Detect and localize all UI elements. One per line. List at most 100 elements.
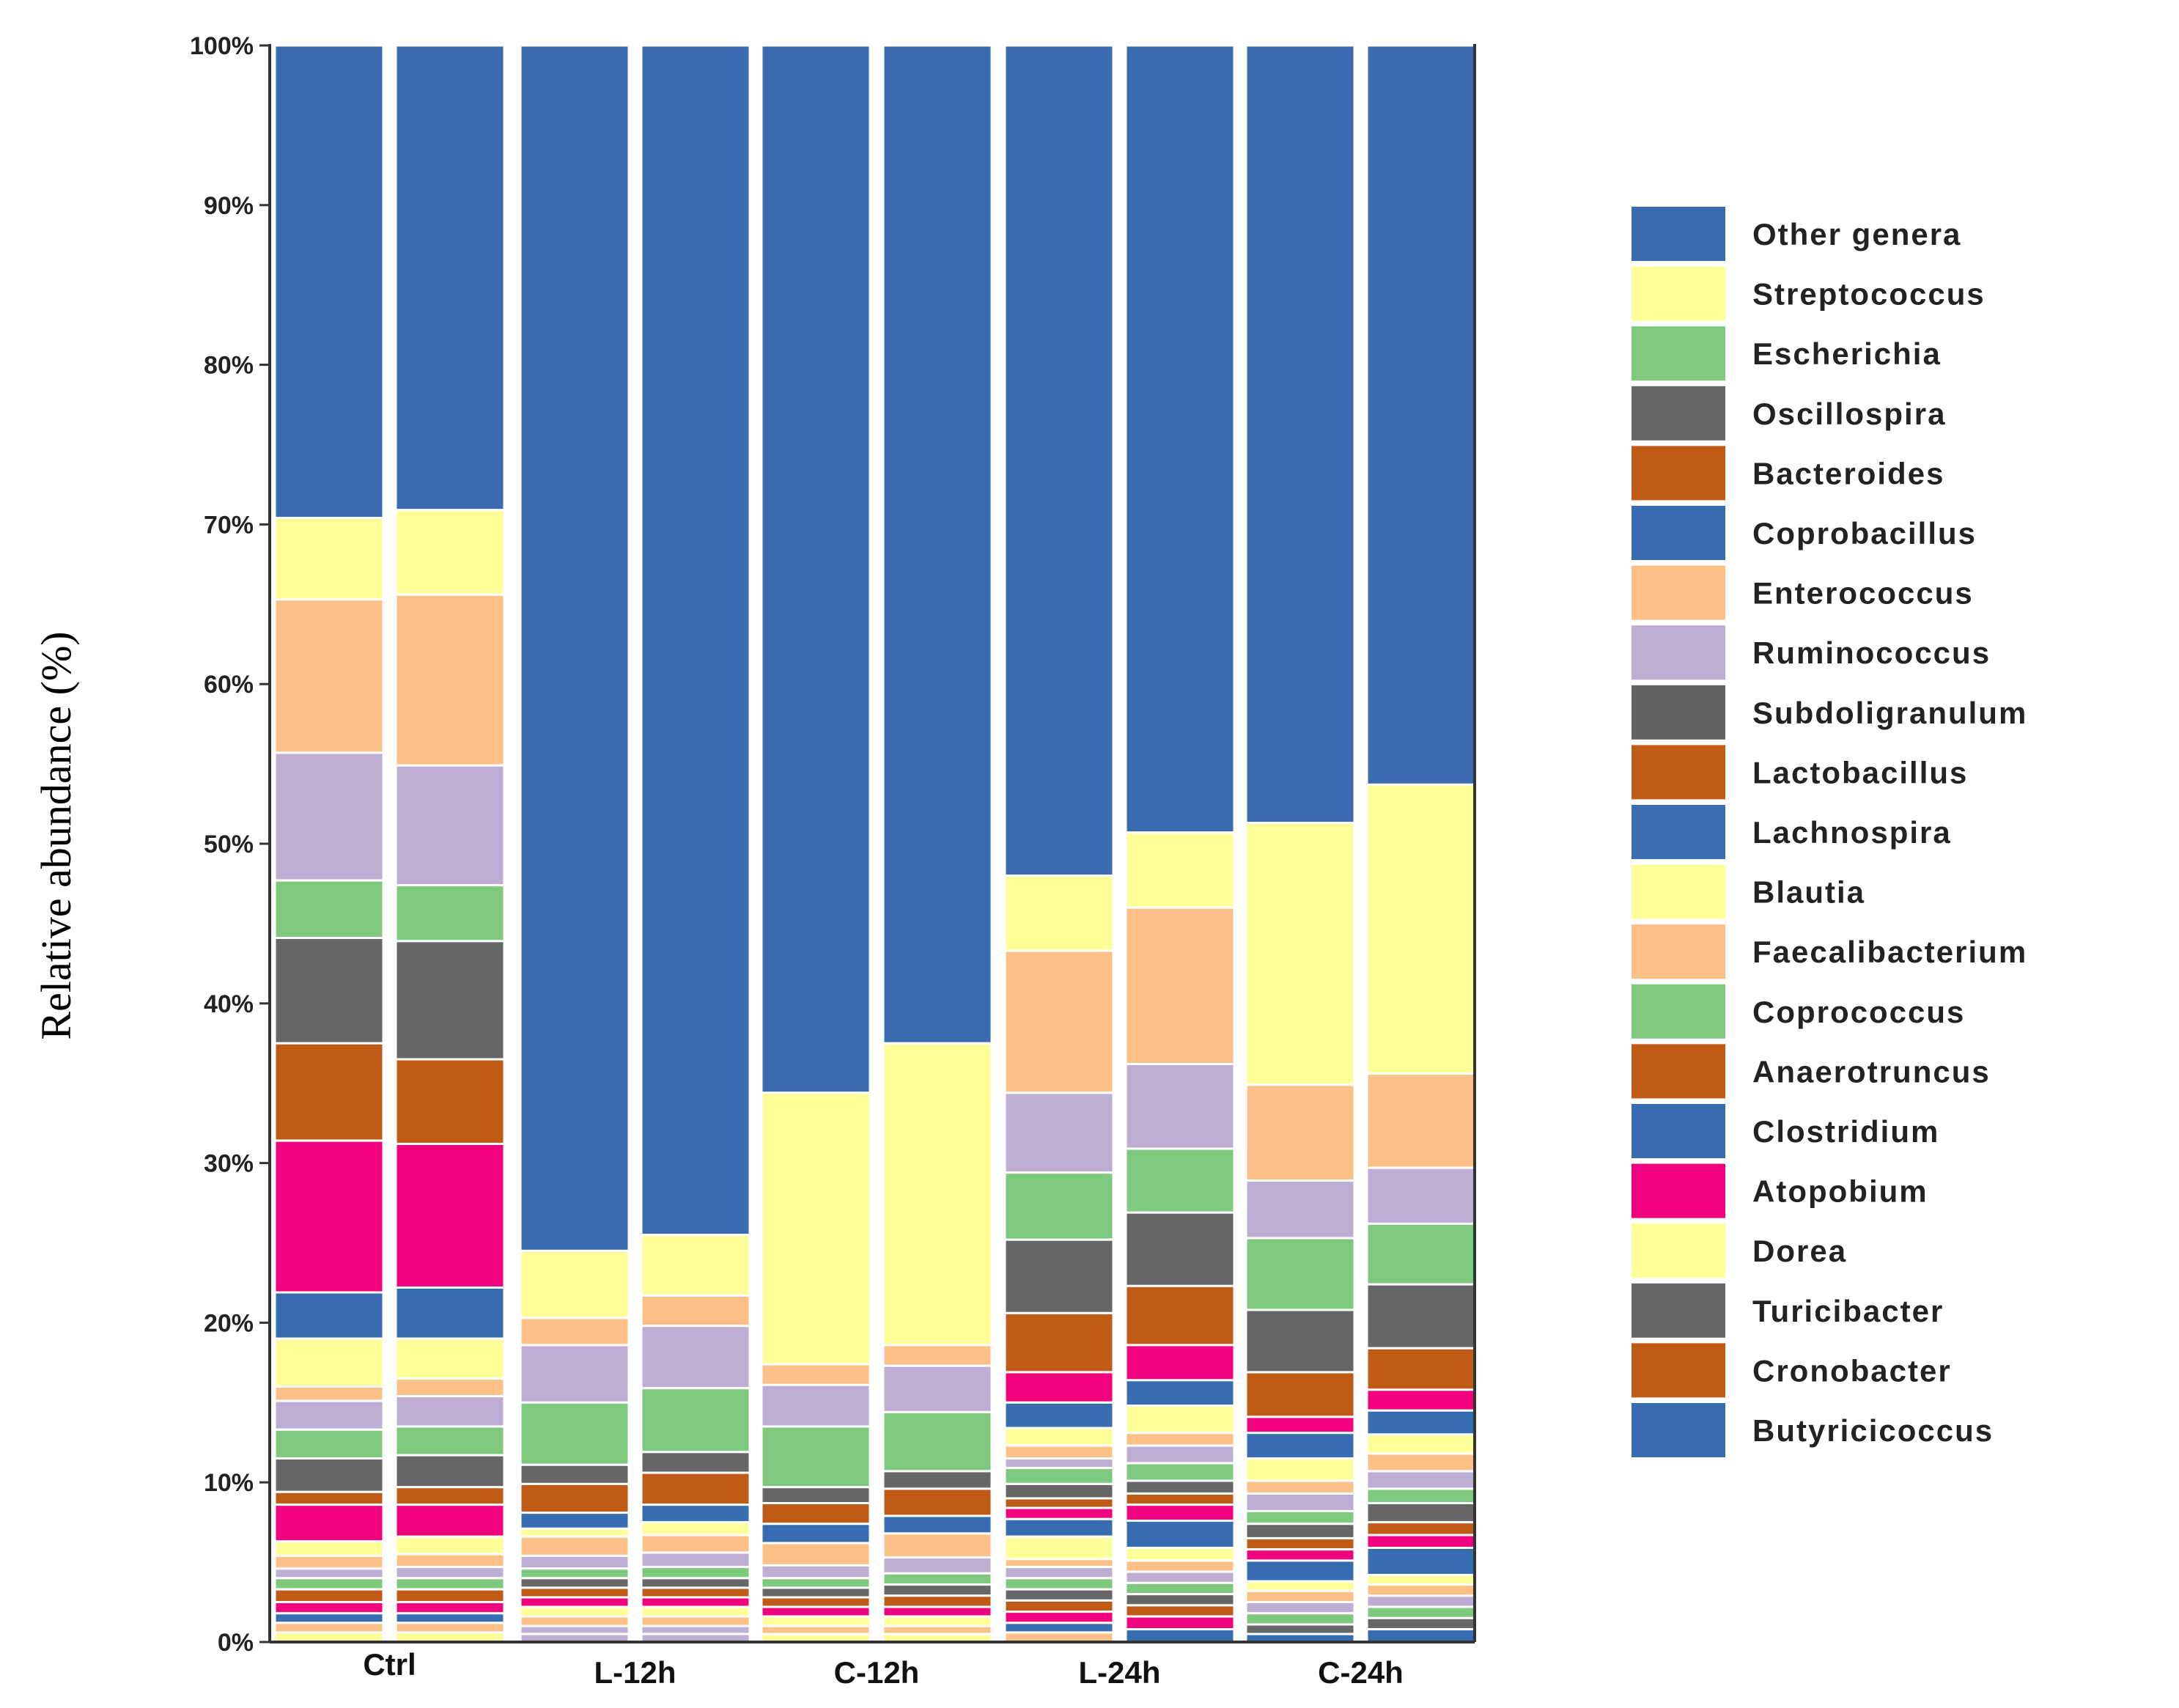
legend-label: Coprococcus [1752,995,1965,1029]
bar-segment [1124,1211,1236,1287]
bar-segment [394,509,506,596]
y-tick-label: 0% [218,1629,254,1657]
bar-segment [1003,1311,1115,1374]
bar-segment [1365,1534,1477,1549]
bar-segment [882,1470,993,1490]
legend-swatch [1630,1402,1727,1459]
x-category-label: C-24h [1318,1655,1404,1690]
bar-segment [394,1454,506,1489]
bar-segment [882,1532,993,1559]
legend-swatch [1630,982,1727,1040]
bar-segment [1003,1611,1115,1624]
bar-segment [882,1514,993,1535]
bar-segment [1003,1599,1115,1613]
bar-segment [640,1551,751,1569]
bar-segment [1124,1379,1236,1407]
bar-segment [273,1567,385,1580]
bar-segment [882,44,993,1045]
bar-segment [1245,1559,1356,1583]
bar-segment [640,1521,751,1536]
bar-segment [1365,1283,1477,1350]
bar-segment [1124,1462,1236,1482]
bar-segment [519,1249,630,1319]
bar-segment [394,1486,506,1506]
bar-segment [760,1383,871,1428]
bar-segment [1365,1452,1477,1473]
bar-segment [640,1605,751,1618]
bar-segment [640,1503,751,1524]
bar-segment [394,1601,506,1615]
bar-segment [1124,1546,1236,1562]
bar-segment [519,1554,630,1570]
bar-segment [1365,1574,1477,1586]
bar-segment [519,1615,630,1627]
bar-segment [1124,1479,1236,1495]
bar-segment [1245,1492,1356,1512]
y-tick-label: 60% [204,671,254,699]
bar-segment [640,1586,751,1599]
legend-label: Enterococcus [1752,576,1974,611]
bar-segment [640,1566,751,1580]
bar-segment [1365,1521,1477,1536]
bar-segment [1124,1492,1236,1506]
bar-segment [273,1577,385,1591]
y-axis-title: Relative abundance (%) [32,631,80,1039]
legend-label: Other genera [1752,217,1961,251]
bar-segment [1124,1559,1236,1573]
bar-segment [1365,1502,1477,1524]
bar-segment [273,1457,385,1493]
bar-segment [760,1092,871,1366]
bar-segment [640,1451,751,1474]
bar-segment [1245,1371,1356,1418]
bar-segment [394,1395,506,1428]
bar-segment [1124,1444,1236,1465]
bar-segment [394,1588,506,1604]
axes-group [268,44,1476,1643]
legend-swatch [1630,504,1727,562]
bar-segment [1003,1444,1115,1460]
legend-swatch [1630,444,1727,502]
y-tick-label: 100% [190,32,254,60]
bar-segment [273,937,385,1045]
bar-segment [882,1594,993,1608]
bar-segment [1365,1222,1477,1286]
bar-segment [760,1542,871,1567]
bar-segment [760,1523,871,1545]
bar-segment [519,1463,630,1485]
bar-segment [1365,1433,1477,1455]
legend-swatch [1630,624,1727,682]
bar-segment [1365,1546,1477,1577]
bar-segment [1245,1083,1356,1182]
bar-segment [1003,1482,1115,1500]
bar-segment [394,1286,506,1340]
bar-segment [1003,1371,1115,1404]
bar-segment [1003,1497,1115,1509]
legend-label: Anaerotruncus [1752,1054,1991,1089]
bar-segment [1365,1594,1477,1608]
bar-segment [394,1503,506,1538]
bar-segment [1003,1092,1115,1174]
bar-segment [640,1534,751,1554]
y-axis-title-group: Relative abundance (%) [32,631,80,1039]
bar-segment [1003,875,1115,952]
bar-segment [882,1605,993,1618]
bar-segment [1124,44,1236,834]
bar-segment [519,1577,630,1589]
bar-segment [1003,1622,1115,1634]
bar-segment [1003,1427,1115,1447]
bar-segment [1124,1503,1236,1522]
bar-segment [1365,1616,1477,1631]
bar-segment [273,1554,385,1570]
bar-segment [519,1401,630,1466]
bar-segment [1365,1388,1477,1412]
bar-segment [760,44,871,1094]
legend-label: Coprobacillus [1752,516,1977,551]
bar-segment [273,1042,385,1142]
bar-segment [273,1337,385,1388]
bar-segment [273,1291,385,1340]
legend-label: Butyricicoccus [1752,1413,1994,1448]
bar-segment [882,1615,993,1627]
legend-swatch [1630,923,1727,981]
legend-label: Atopobium [1752,1174,1928,1209]
bar-segment [760,1486,871,1505]
